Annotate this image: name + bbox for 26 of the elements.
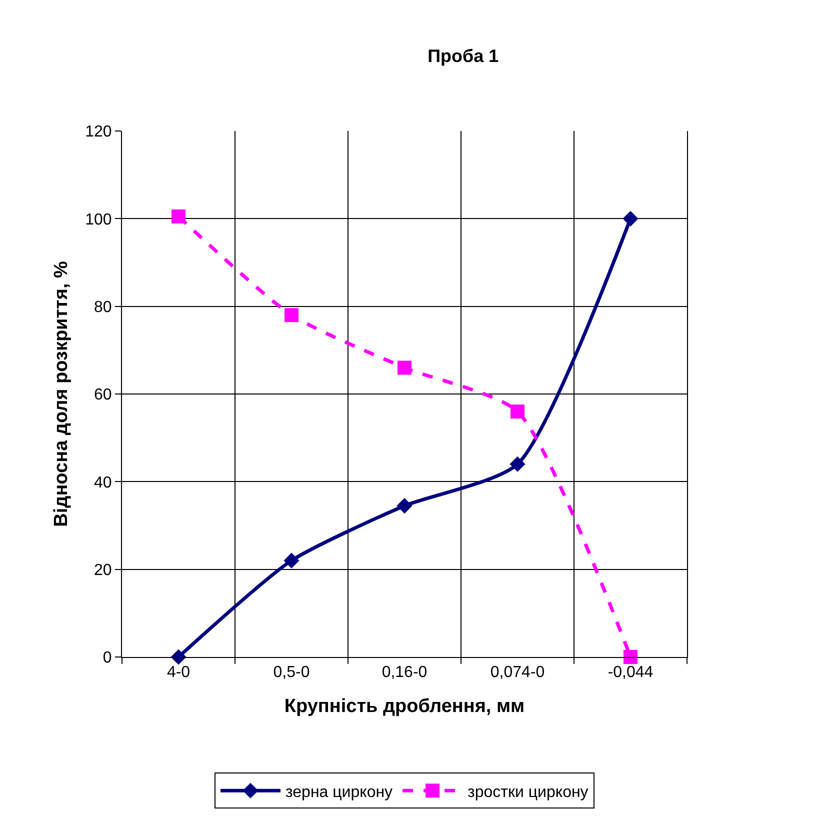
point	[172, 209, 186, 224]
y-tick-label: 80	[94, 298, 112, 316]
y-tick-label: 120	[85, 124, 112, 141]
point	[510, 404, 524, 419]
point	[284, 552, 300, 568]
x-axis-title: Крупність дроблення, мм	[284, 696, 525, 717]
y-tick-label: 0	[102, 650, 112, 667]
point	[624, 650, 638, 664]
y-tick-label: 100	[85, 211, 112, 228]
x-tick-label: -0,044	[608, 664, 654, 682]
y-tick-label: 40	[94, 474, 112, 492]
x-tick-label: 0,5-0	[273, 664, 310, 682]
x-tick-label: 0,16-0	[382, 664, 428, 682]
legend-label: зростки циркону	[468, 784, 588, 801]
x-tick-label: 0,074-0	[490, 664, 545, 682]
legend-label: зерна циркону	[286, 784, 393, 801]
y-tick-label: 60	[94, 386, 112, 404]
point	[284, 308, 298, 322]
chart-title: Проба 1	[428, 46, 499, 66]
point	[510, 456, 526, 472]
point	[398, 360, 412, 375]
y-tick-label: 20	[94, 562, 112, 579]
y-axis-title: Відносна доля розкриття, %	[50, 261, 72, 527]
x-tick-label: 4-0	[166, 664, 190, 682]
point	[396, 498, 412, 514]
point	[622, 210, 638, 226]
